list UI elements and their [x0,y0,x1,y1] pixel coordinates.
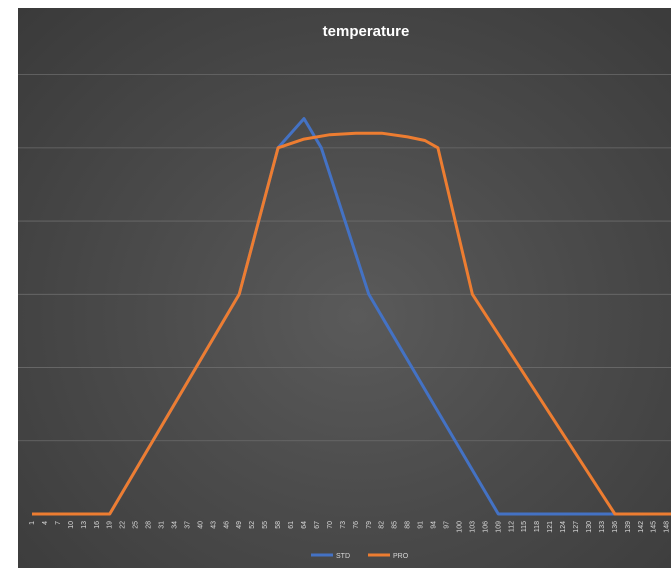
x-tick-label: 94 [431,521,438,529]
x-tick-label: 73 [340,521,347,529]
x-tick-label: 97 [443,521,450,529]
x-tick-label: 121 [547,521,554,533]
x-tick-label: 133 [599,521,606,533]
x-tick-label: 115 [521,521,528,532]
chart-title: temperature [323,23,410,40]
x-tick-label: 52 [249,521,256,529]
x-tick-label: 28 [146,521,153,529]
x-tick-label: 37 [184,521,191,529]
x-tick-label: 118 [534,521,541,532]
x-tick-label: 130 [586,521,593,533]
legend-label-std: STD [336,553,350,560]
x-tick-label: 82 [379,521,386,529]
x-tick-label: 64 [301,521,308,529]
x-tick-label: 1 [29,521,36,525]
x-tick-label: 79 [366,521,373,529]
gridlines [18,74,671,442]
series-line-pro [32,131,671,516]
x-tick-label: 70 [327,521,334,529]
x-tick-label: 136 [612,521,619,533]
x-tick-label: 19 [107,521,114,529]
x-tick-label: 85 [392,521,399,529]
x-tick-label: 103 [469,521,476,533]
x-tick-label: 148 [664,521,671,533]
x-tick-label: 145 [651,521,658,533]
x-tick-label: 49 [236,521,243,529]
x-tick-label: 67 [314,521,321,529]
x-tick-label: 142 [638,521,645,533]
x-tick-label: 139 [625,521,632,533]
x-tick-label: 106 [482,521,489,533]
x-tick-label: 22 [120,521,127,529]
x-tick-label: 7 [55,521,62,525]
x-tick-label: 91 [418,521,425,529]
x-tick-label: 43 [210,521,217,529]
x-tick-label: 127 [573,521,580,533]
x-tick-label: 109 [495,521,502,533]
series-lines [32,117,671,516]
x-tick-label: 100 [456,521,463,533]
x-tick-label: 34 [171,521,178,529]
temperature-chart: temperature 1 4 7 10 13 16 19 22 25 28 31 34 37 40 43 4… [18,23,671,560]
x-tick-label: 61 [288,521,295,529]
x-tick-label: 31 [159,521,166,529]
x-tick-label: 10 [68,521,75,529]
x-tick-label: 25 [133,521,140,529]
x-tick-label: 58 [275,521,282,529]
chart-area: temperature 1 4 7 10 13 16 19 22 25 28 31 34 37 40 43 4… [18,8,671,568]
legend-label-pro: PRO [393,553,409,560]
x-tick-label: 76 [353,521,360,529]
legend: STD PRO [311,553,409,560]
x-tick-label: 16 [94,521,101,529]
x-tick-label: 40 [197,521,204,529]
x-tick-label: 112 [508,521,515,532]
x-tick-label: 46 [223,521,230,529]
x-tick-label: 55 [262,521,269,529]
x-axis-tick-labels: 1 4 7 10 13 16 19 22 25 28 31 34 37 40 43 46 49 52 55 58 61 6… [29,521,671,533]
x-tick-label: 88 [405,521,412,529]
x-tick-label: 124 [560,521,567,533]
x-tick-label: 13 [81,521,88,529]
x-tick-label: 4 [42,521,49,525]
